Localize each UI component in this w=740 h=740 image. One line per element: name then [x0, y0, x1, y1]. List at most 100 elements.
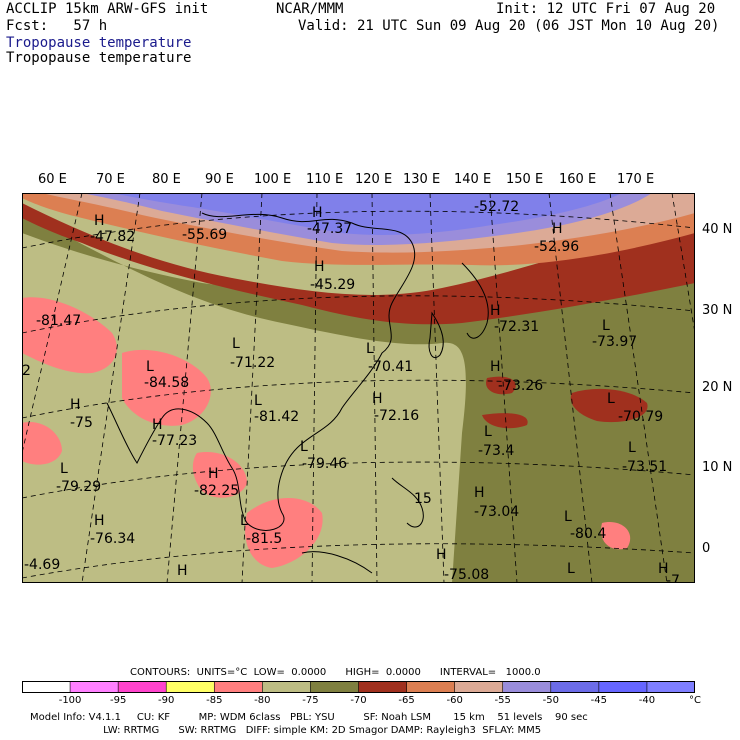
- marker-value: -4.69: [24, 557, 60, 573]
- marker-value: -71.22: [230, 355, 275, 371]
- marker-value: -73.51: [622, 459, 667, 475]
- marker-value: -77.23: [152, 433, 197, 449]
- colorbar-swatch: [117, 681, 168, 693]
- colorbar-swatch: [165, 681, 216, 693]
- colorbar-swatch: [213, 681, 264, 693]
- model-info-line1: Model Info: V4.1.1 CU: KF MP: WDM 6class…: [30, 712, 588, 723]
- colorbar-tick-label: -40: [638, 695, 656, 706]
- marker-value: -47.82: [90, 229, 135, 245]
- marker-symbol: H: [152, 417, 163, 433]
- marker-symbol: L: [484, 424, 492, 440]
- marker-value: -52.96: [534, 239, 579, 255]
- marker-value: -70.79: [618, 409, 663, 425]
- marker-value: -72.31: [494, 319, 539, 335]
- marker-symbol: H: [312, 205, 323, 221]
- marker-symbol: L: [564, 509, 572, 525]
- lon-label: 60 E: [38, 172, 67, 187]
- colorbar-tick-label: -60: [446, 695, 463, 706]
- marker-value: -80.4: [570, 526, 606, 542]
- colorbar-swatch: [598, 681, 648, 693]
- colorbar-swatch: [69, 681, 119, 693]
- contours-info: CONTOURS: UNITS=°C LOW= 0.0000 HIGH= 0.0…: [130, 667, 541, 678]
- lon-label: 120 E: [355, 172, 393, 187]
- colorbar-tick-label: -75: [302, 695, 319, 706]
- marker-value: -79.46: [302, 456, 347, 472]
- marker-symbol: H: [177, 563, 188, 579]
- marker-symbol: H: [372, 391, 383, 407]
- field-fill--85: [22, 422, 62, 465]
- marker-symbol: H: [436, 547, 447, 563]
- lon-label: 100 E: [254, 172, 292, 187]
- lon-label: 150 E: [506, 172, 544, 187]
- field-fill--70-patch: [482, 413, 528, 429]
- colorbar-swatch: [262, 681, 312, 693]
- marker-value: -82.25: [194, 483, 239, 499]
- colorbar-tick-label: -90: [158, 695, 175, 706]
- field-fill--85: [192, 452, 247, 498]
- colorbar-swatch: [406, 681, 456, 693]
- coastline: [106, 212, 416, 531]
- marker-value: -81.47: [36, 313, 81, 329]
- marker-symbol: H: [490, 303, 501, 319]
- colorbar-swatch: [22, 681, 71, 693]
- colorbar-swatch: [646, 681, 695, 693]
- marker-value: 2: [22, 363, 31, 379]
- colorbar-tick-label: -85: [206, 695, 223, 706]
- marker-value: -45.29: [310, 277, 355, 293]
- marker-value: -73.97: [592, 334, 637, 350]
- marker-value: -81.5: [246, 531, 282, 547]
- marker-symbol: H: [658, 561, 669, 577]
- marker-value: -76.34: [90, 531, 135, 547]
- colorbar-tick-label: -45: [590, 695, 608, 706]
- marker-symbol: L: [60, 461, 68, 477]
- field-fill--85: [601, 522, 631, 550]
- marker-symbol: H: [490, 359, 501, 375]
- marker-symbol: L: [146, 359, 154, 375]
- colorbar-swatch: [310, 681, 360, 693]
- marker-value: -81.42: [254, 409, 299, 425]
- field-fill--50: [112, 193, 622, 236]
- marker-symbol: L: [567, 561, 575, 577]
- marker-symbol: H: [314, 259, 325, 275]
- marker-value: -52.72: [474, 199, 519, 215]
- marker-symbol: L: [628, 440, 636, 456]
- marker-symbol: H: [208, 466, 219, 482]
- colorbar-tick-label: -55: [494, 695, 511, 706]
- colorbar-tick-label: -80: [254, 695, 271, 706]
- colorbar-tick-label: -100: [58, 695, 82, 706]
- marker-symbol: H: [552, 221, 563, 237]
- colorbar-tick-label: -95: [109, 695, 127, 706]
- coastline: [461, 262, 489, 339]
- lon-label: 130 E: [403, 172, 441, 187]
- colorbar-tick-label: -70: [350, 695, 367, 706]
- field-fill--70-patch: [570, 388, 648, 423]
- marker-value: -70.41: [368, 359, 413, 375]
- marker-value: -55.69: [182, 227, 227, 243]
- marker-value: -72.16: [374, 408, 419, 424]
- marker-symbol: L: [607, 391, 615, 407]
- coastline: [301, 551, 373, 574]
- forecast-hour: Fcst: 57 h: [6, 18, 108, 34]
- marker-symbol: H: [94, 513, 105, 529]
- field-fill--70: [22, 203, 695, 325]
- marker-symbol: H: [70, 397, 81, 413]
- center-name: NCAR/MMM: [276, 1, 344, 17]
- colorbar-tick-label: °C: [689, 695, 701, 706]
- field-fill--85: [22, 297, 117, 374]
- marker-symbol: H: [94, 213, 105, 229]
- lon-label: 90 E: [205, 172, 234, 187]
- valid-time: Valid: 21 UTC Sun 09 Aug 20 (06 JST Mon …: [298, 18, 720, 34]
- field-fill--70-patch: [486, 376, 516, 395]
- lon-label: 70 E: [96, 172, 125, 187]
- marker-symbol: L: [232, 336, 240, 352]
- marker-value: -79.29: [56, 479, 101, 495]
- lon-label: 170 E: [617, 172, 655, 187]
- model-title: ACCLIP 15km ARW-GFS init: [6, 1, 209, 17]
- marker-symbol: L: [254, 393, 262, 409]
- coastline: [391, 477, 424, 528]
- map-frame: [22, 193, 695, 583]
- marker-symbol: L: [240, 513, 248, 529]
- colorbar-swatch: [550, 681, 600, 693]
- marker-value: -73.4: [478, 443, 514, 459]
- marker-value: -7: [666, 573, 680, 583]
